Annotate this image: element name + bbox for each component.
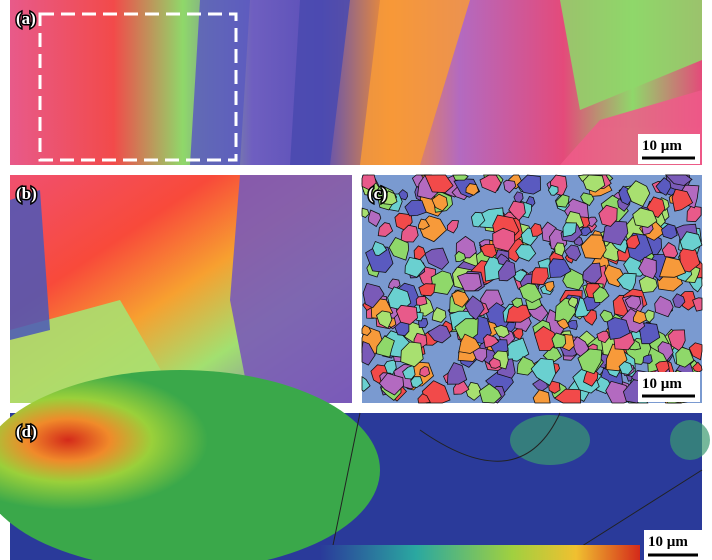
scale-bar-label: 10 µm <box>642 376 682 392</box>
panel-label: (d) <box>16 422 37 441</box>
figure: (a) 10 µm (b) (c) 10 µm (d) 10 µm <box>0 0 712 560</box>
panel-c <box>362 175 702 403</box>
scale-bar-label: 10 µm <box>648 534 688 550</box>
grain <box>568 321 577 330</box>
scale-bar-label: 10 µm <box>642 138 682 154</box>
panel-label: (c) <box>368 184 387 203</box>
panel-b: (b) <box>10 175 352 403</box>
panel-label: (b) <box>16 184 37 203</box>
grain <box>416 296 427 305</box>
grain <box>555 243 565 256</box>
panel-label: (a) <box>16 9 36 28</box>
panel-a: (a) 10 µm <box>10 0 702 165</box>
